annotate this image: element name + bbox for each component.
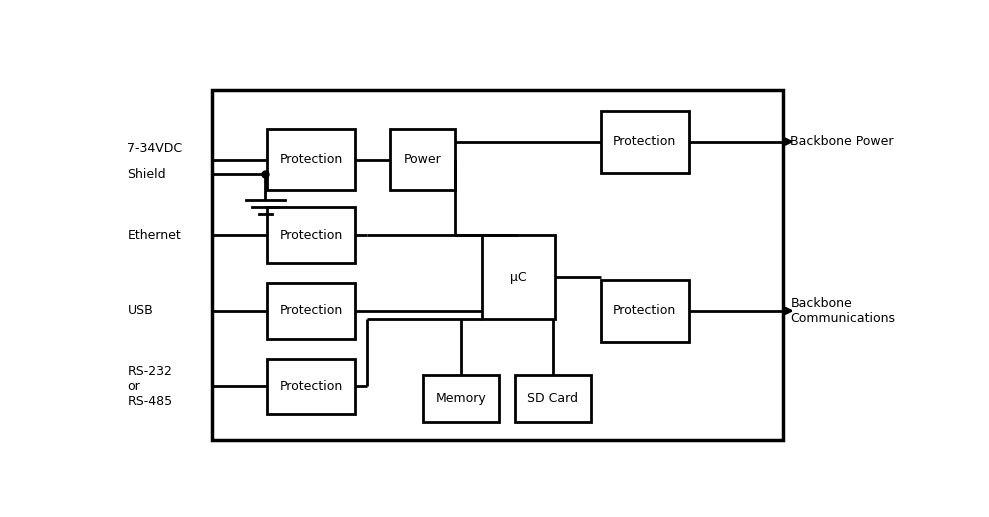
- Text: RS-232
or
RS-485: RS-232 or RS-485: [128, 365, 173, 408]
- Bar: [267, 283, 355, 339]
- Bar: [600, 111, 689, 173]
- Text: Protection: Protection: [280, 305, 343, 317]
- Bar: [482, 235, 555, 319]
- Bar: [267, 129, 355, 190]
- Text: Backbone
Communications: Backbone Communications: [790, 297, 895, 325]
- Text: Power: Power: [404, 153, 441, 166]
- Bar: [390, 129, 455, 190]
- Text: Protection: Protection: [613, 305, 676, 317]
- Text: Shield: Shield: [128, 168, 166, 181]
- Text: Ethernet: Ethernet: [128, 229, 181, 242]
- Text: Memory: Memory: [435, 392, 487, 405]
- Bar: [422, 374, 499, 422]
- Text: USB: USB: [128, 305, 153, 317]
- Text: Backbone Power: Backbone Power: [790, 135, 894, 148]
- Text: Protection: Protection: [613, 135, 676, 148]
- Bar: [267, 207, 355, 263]
- Bar: [600, 280, 689, 342]
- Bar: [514, 374, 591, 422]
- Bar: [212, 90, 783, 440]
- Text: SD Card: SD Card: [527, 392, 579, 405]
- Text: 7-34VDC: 7-34VDC: [128, 142, 183, 155]
- Bar: [267, 359, 355, 414]
- Text: Protection: Protection: [280, 229, 343, 242]
- Text: Protection: Protection: [280, 380, 343, 393]
- Text: μC: μC: [510, 270, 527, 283]
- Text: Protection: Protection: [280, 153, 343, 166]
